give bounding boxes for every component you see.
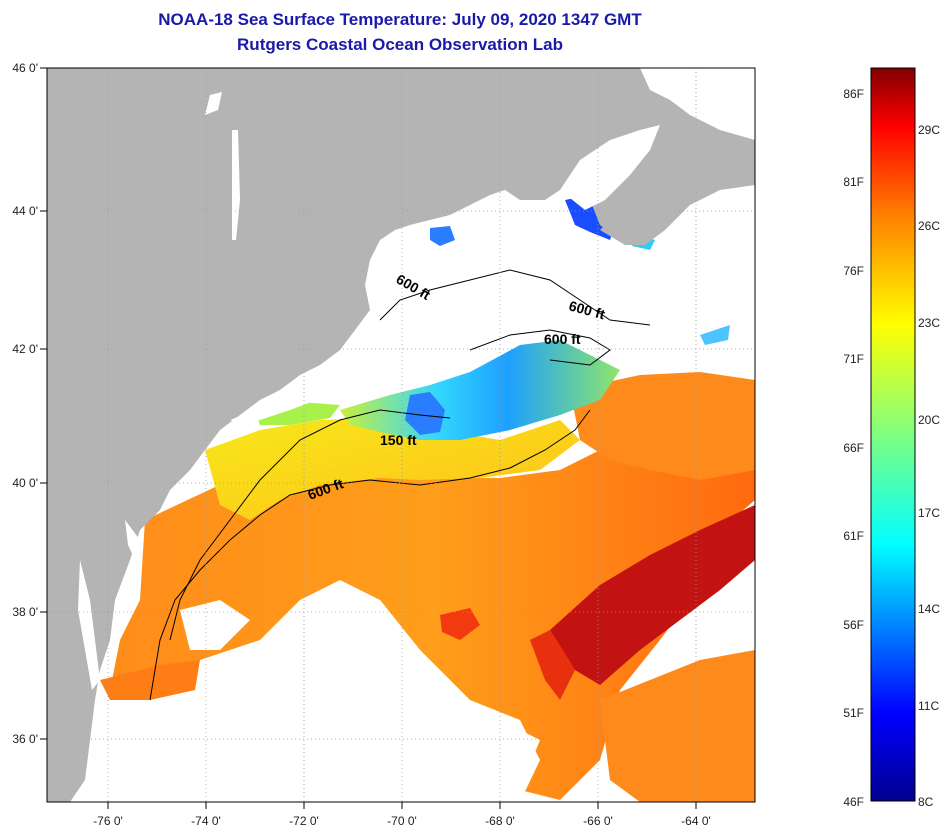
- cb-c-8: 8C: [918, 795, 934, 809]
- cloud-cover-west: [180, 600, 250, 650]
- contour-line-600ft-gulf-maine: [379, 269, 651, 326]
- lat-label-40: 40 0': [12, 476, 38, 490]
- shelf-water: [205, 418, 580, 520]
- cb-f-56: 56F: [843, 618, 864, 632]
- lake-champlain: [232, 130, 240, 240]
- cb-c-26: 26C: [918, 219, 940, 233]
- contour-line-600ft-shelf: [149, 409, 591, 701]
- gulf-water: [640, 68, 755, 140]
- lon-label-74: -74 0': [191, 814, 221, 828]
- cb-c-17: 17C: [918, 506, 940, 520]
- lat-label-42: 42 0': [12, 342, 38, 356]
- nova-scotia: [600, 145, 755, 245]
- lon-label-76: -76 0': [93, 814, 123, 828]
- cool-patch-georges: [700, 325, 730, 345]
- contour-line-150ft: [169, 409, 451, 641]
- orange-patch-southwest: [100, 660, 200, 700]
- lat-label-44: 44 0': [12, 204, 38, 218]
- cold-patch-cape-cod: [405, 392, 445, 435]
- delaware-bay: [125, 520, 140, 560]
- cb-f-86: 86F: [843, 87, 864, 101]
- cb-f-46: 46F: [843, 795, 864, 809]
- contour-label-150ft: 150 ft: [380, 432, 417, 448]
- cb-f-71: 71F: [843, 352, 864, 366]
- sst-imagery: [47, 68, 755, 802]
- cb-c-23: 23C: [918, 316, 940, 330]
- lon-label-72: -72 0': [289, 814, 319, 828]
- orange-patch-south: [600, 650, 755, 802]
- contour-line-600ft-georges: [469, 329, 611, 366]
- map-subtitle: Rutgers Coastal Ocean Observation Lab: [237, 35, 563, 54]
- bathymetry-contours: [149, 269, 651, 701]
- cb-f-51: 51F: [843, 706, 864, 720]
- lat-label-36: 36 0': [12, 732, 38, 746]
- cold-patch-maine: [430, 226, 455, 246]
- lon-label-66: -66 0': [583, 814, 613, 828]
- gulf-stream-core: [550, 505, 755, 685]
- temperature-colorbar: [870, 67, 916, 802]
- cb-c-14: 14C: [918, 602, 940, 616]
- lon-label-68: -68 0': [485, 814, 515, 828]
- land-mass: [47, 68, 755, 802]
- lon-label-70: -70 0': [387, 814, 417, 828]
- inland-lake: [205, 92, 222, 115]
- cb-c-20: 20C: [918, 413, 940, 427]
- gulf-stream-edge: [530, 630, 575, 700]
- cloud-cover-south: [140, 600, 540, 802]
- lat-label-38: 38 0': [12, 605, 38, 619]
- cb-c-29: 29C: [918, 123, 940, 137]
- cb-f-61: 61F: [843, 529, 864, 543]
- fundy-water: [560, 125, 660, 210]
- lat-label-46: 46 0': [12, 61, 38, 75]
- orange-east-water: [570, 372, 755, 480]
- lon-label-64: -64 0': [681, 814, 711, 828]
- chesapeake-bay: [78, 560, 100, 690]
- cb-f-76: 76F: [843, 264, 864, 278]
- frame-ticks: [40, 67, 697, 809]
- long-island-sound: [230, 390, 330, 425]
- cb-c-11: 11C: [918, 699, 939, 713]
- cb-f-66: 66F: [843, 441, 864, 455]
- map-title: NOAA-18 Sea Surface Temperature: July 09…: [158, 10, 642, 29]
- red-patch-south: [440, 608, 480, 640]
- map-frame: [46, 67, 756, 803]
- cb-f-81: 81F: [843, 175, 864, 189]
- contour-label-600ft-c: 600 ft: [544, 331, 581, 347]
